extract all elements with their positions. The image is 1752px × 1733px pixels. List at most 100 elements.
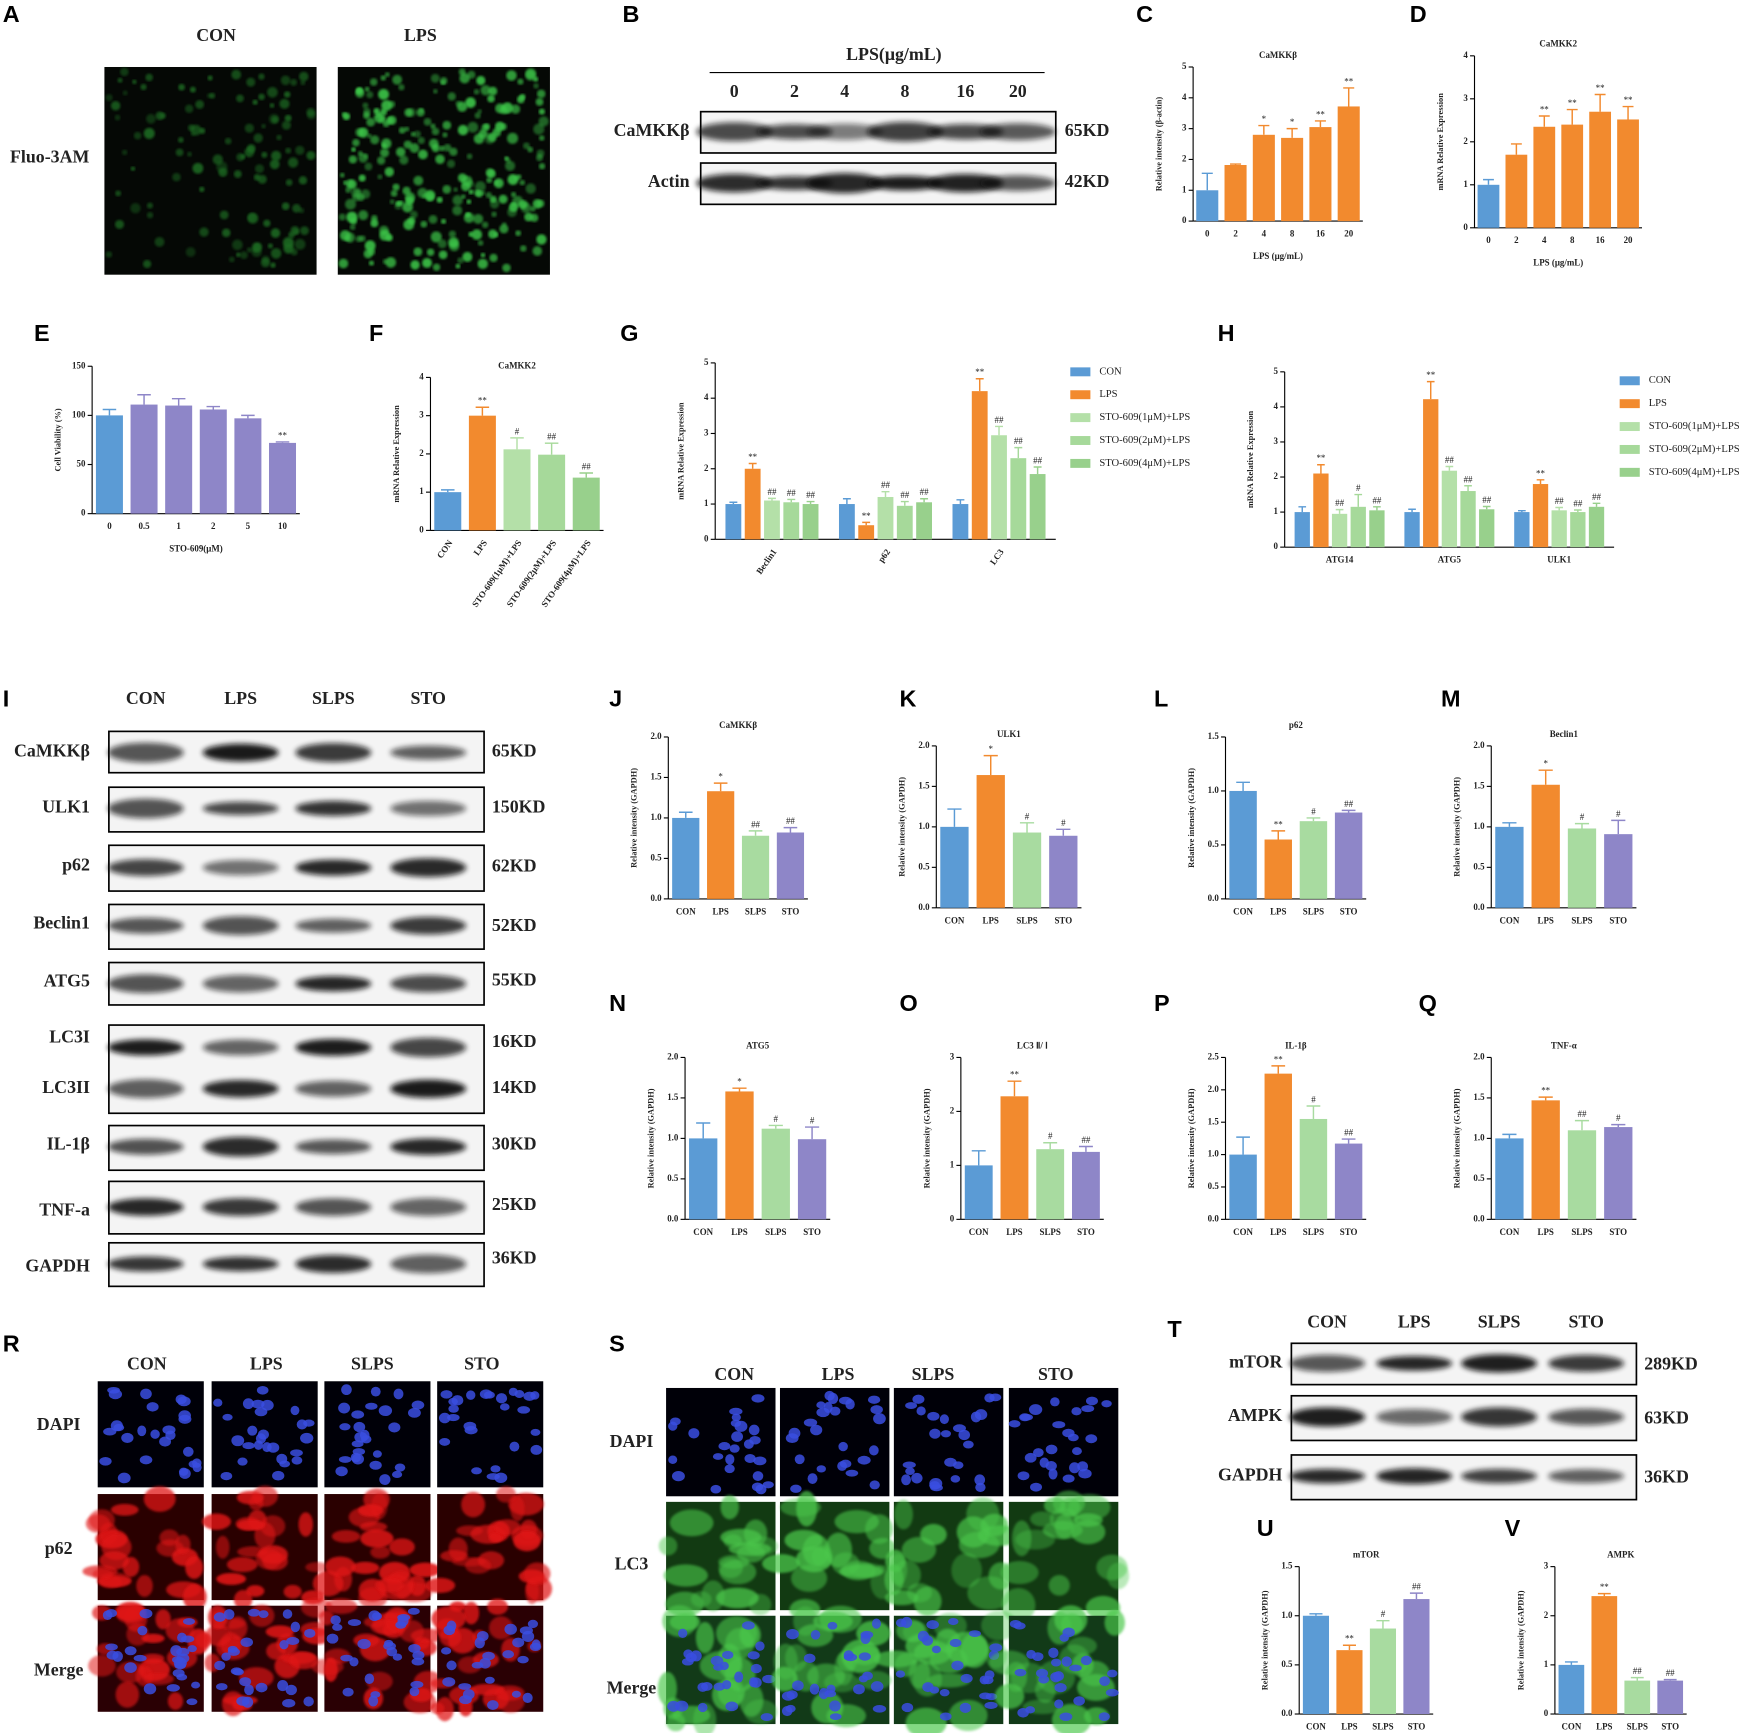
nucleus: [1085, 1396, 1098, 1406]
blot-band: [1289, 1407, 1366, 1427]
nucleus: [678, 1628, 688, 1639]
cell: [369, 78, 378, 86]
cell: [440, 80, 446, 85]
y-axis-label: Relative intensity (GAPDH): [898, 777, 907, 877]
nucleus: [448, 1404, 459, 1413]
stain: [359, 1521, 388, 1533]
bar: [1334, 812, 1363, 899]
blot-band: [295, 800, 372, 816]
cell: [175, 148, 184, 157]
bar: [725, 504, 742, 540]
bar: [1604, 834, 1633, 908]
nucleus: [133, 1654, 147, 1662]
cell: [355, 128, 364, 137]
nucleus: [511, 1690, 521, 1698]
cell: [537, 199, 545, 208]
nucleus: [378, 1405, 393, 1417]
stain: [370, 1545, 391, 1559]
cell: [232, 239, 243, 251]
nucleus: [504, 1623, 517, 1635]
bar: [1369, 1628, 1397, 1715]
significance: #: [1048, 1131, 1053, 1141]
blot-band: [696, 174, 773, 193]
cell: [253, 133, 263, 143]
nucleus: [788, 1427, 801, 1439]
error-bar: [1019, 822, 1035, 833]
cell: [442, 120, 452, 130]
significance: **: [1596, 83, 1605, 93]
cell: [507, 174, 519, 185]
stain: [413, 1670, 443, 1694]
stain: [719, 1559, 757, 1585]
nucleus: [826, 1684, 836, 1694]
y-tick-label: 0.0: [1281, 1708, 1293, 1718]
error-bar: [1342, 1644, 1356, 1651]
cell: [448, 230, 457, 238]
legend-label: CON: [1099, 366, 1122, 377]
bar: [1229, 790, 1257, 899]
chart-title: ULK1: [997, 729, 1021, 739]
row-label: Actin: [648, 171, 690, 191]
blot-band: [1548, 1355, 1625, 1372]
nucleus: [105, 1609, 118, 1618]
cell: [520, 202, 532, 214]
blot-band: [107, 859, 184, 877]
cell: [184, 104, 194, 113]
cell: [270, 262, 276, 268]
cell: [338, 213, 346, 221]
y-tick-label: 1.5: [1473, 780, 1485, 790]
cell: [480, 85, 491, 96]
x-tick-label: 2: [1514, 235, 1519, 245]
nucleus: [347, 1619, 362, 1626]
blot-band: [1289, 1468, 1366, 1484]
bar: [877, 496, 894, 540]
chart-title: AMPK: [1607, 1550, 1634, 1560]
nucleus: [1052, 1421, 1066, 1429]
nucleus: [290, 1621, 301, 1633]
stain: [980, 1513, 1009, 1537]
cell: [485, 168, 495, 178]
size-label: 62KD: [492, 856, 537, 876]
x-tick-label: LPS: [1270, 906, 1286, 916]
bar: [976, 775, 1005, 908]
y-tick-label: 0.0: [1473, 1213, 1485, 1223]
y-axis-label: Relative intensity (GAPDH): [1516, 1590, 1525, 1690]
nucleus: [338, 1456, 352, 1463]
cell: [370, 219, 379, 228]
error-bar: [1271, 830, 1286, 840]
size-label: 52KD: [492, 915, 537, 935]
nucleus: [166, 1684, 180, 1692]
cell: [384, 72, 390, 78]
stain: [908, 1658, 931, 1689]
y-tick-label: 1.5: [1473, 1092, 1485, 1102]
legend-label: STO-609(1μM)+LPS: [1099, 412, 1190, 423]
nucleus: [843, 1653, 858, 1662]
cell: [428, 214, 438, 224]
stain: [785, 1644, 808, 1672]
nucleus: [517, 1655, 529, 1664]
error-bar: [102, 408, 117, 416]
column-label: CON: [196, 25, 236, 45]
x-tick-label: ULK1: [1547, 555, 1571, 565]
nucleus: [960, 1673, 973, 1683]
y-tick-label: 0.0: [1473, 902, 1485, 912]
nucleus: [242, 1398, 254, 1410]
nucleus: [838, 1441, 848, 1452]
cell: [460, 194, 466, 200]
nucleus: [1073, 1696, 1085, 1706]
blot-band: [867, 122, 943, 142]
bar: [1036, 1149, 1065, 1220]
bar: [741, 835, 770, 899]
cell: [443, 143, 452, 152]
y-tick-label: 0.5: [1281, 1659, 1293, 1669]
panel-letter: N: [609, 990, 626, 1016]
significance: *: [1543, 759, 1548, 769]
row-label: CaMKKβ: [14, 741, 90, 761]
nucleus: [368, 1610, 381, 1622]
cell: [517, 78, 524, 85]
nucleus: [191, 1681, 201, 1689]
nucleus: [247, 1608, 261, 1617]
cell: [379, 148, 390, 158]
cell: [536, 154, 544, 162]
nucleus: [1054, 1682, 1067, 1693]
